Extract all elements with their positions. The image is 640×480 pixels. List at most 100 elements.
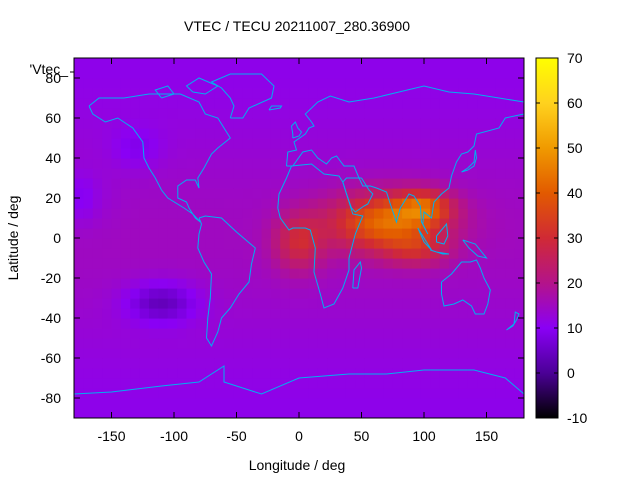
heatmap-cell	[83, 328, 94, 339]
heatmap-cell	[411, 158, 422, 169]
heatmap-cell	[402, 278, 413, 289]
heatmap-cell	[411, 138, 422, 149]
heatmap-cell	[102, 358, 113, 369]
heatmap-cell	[102, 278, 113, 289]
heatmap-cell	[158, 268, 169, 279]
heatmap-cell	[224, 148, 234, 159]
heatmap-cell	[317, 398, 328, 409]
heatmap-cell	[430, 228, 441, 239]
heatmap-cell	[111, 348, 122, 359]
heatmap-cell	[411, 218, 422, 229]
heatmap-cell	[177, 208, 188, 219]
heatmap-cell	[392, 238, 403, 249]
heatmap-cell	[458, 358, 469, 369]
heatmap-cell	[336, 198, 347, 209]
heatmap-cell	[336, 118, 347, 129]
heatmap-cell	[458, 328, 469, 339]
heatmap-cell	[261, 288, 272, 299]
heatmap-cell	[270, 388, 281, 399]
heatmap-cell	[167, 88, 178, 99]
heatmap-cell	[102, 298, 113, 309]
heatmap-cell	[280, 408, 291, 418]
heatmap-cell	[177, 368, 188, 379]
heatmap-cell	[364, 148, 375, 159]
heatmap-cell	[327, 88, 338, 99]
heatmap-cell	[317, 408, 328, 418]
heatmap-cell	[477, 288, 488, 299]
heatmap-cell	[205, 258, 216, 269]
heatmap-cell	[449, 328, 459, 339]
heatmap-cell	[270, 378, 281, 389]
heatmap-cell	[392, 178, 403, 189]
heatmap-cell	[327, 248, 338, 259]
heatmap-cell	[74, 278, 84, 289]
heatmap-cell	[224, 108, 234, 119]
heatmap-cell	[364, 88, 375, 99]
heatmap-cell	[355, 318, 366, 329]
heatmap-cell	[130, 258, 141, 269]
heatmap-cell	[439, 298, 450, 309]
heatmap-cell	[280, 88, 291, 99]
heatmap-cell	[467, 68, 478, 79]
heatmap-cell	[495, 308, 506, 319]
heatmap-cell	[449, 168, 459, 179]
heatmap-cell	[139, 328, 150, 339]
heatmap-cell	[449, 248, 459, 259]
heatmap-cell	[280, 198, 291, 209]
heatmap-cell	[130, 178, 141, 189]
heatmap-cell	[467, 308, 478, 319]
heatmap-cell	[92, 108, 103, 119]
colorbar-tick-label: 10	[567, 320, 583, 336]
heatmap-cell	[214, 188, 225, 199]
heatmap-cell	[308, 348, 319, 359]
heatmap-cell	[383, 238, 394, 249]
heatmap-cell	[345, 88, 356, 99]
heatmap-cell	[130, 298, 141, 309]
heatmap-cell	[111, 258, 122, 269]
heatmap-cell	[317, 88, 328, 99]
heatmap-cell	[467, 78, 478, 89]
heatmap-cell	[477, 178, 488, 189]
heatmap-cell	[505, 138, 516, 149]
heatmap-cell	[477, 188, 488, 199]
heatmap-cell	[242, 368, 253, 379]
heatmap-cell	[495, 288, 506, 299]
heatmap-cell	[430, 98, 441, 109]
heatmap-cell	[149, 138, 159, 149]
heatmap-cell	[158, 198, 169, 209]
heatmap-cell	[327, 338, 338, 349]
heatmap-cell	[411, 368, 422, 379]
heatmap-cell	[439, 348, 450, 359]
heatmap-cell	[345, 258, 356, 269]
heatmap-cell	[411, 228, 422, 239]
heatmap-cell	[495, 148, 506, 159]
heatmap-cell	[402, 238, 413, 249]
heatmap-cell	[364, 238, 375, 249]
heatmap-cell	[261, 248, 272, 259]
heatmap-cell	[120, 58, 131, 69]
heatmap-cell	[289, 378, 300, 389]
heatmap-cell	[411, 98, 422, 109]
heatmap-cell	[280, 98, 291, 109]
heatmap-cell	[467, 328, 478, 339]
heatmap-cell	[280, 268, 291, 279]
heatmap-cell	[130, 208, 141, 219]
heatmap-cell	[83, 178, 94, 189]
heatmap-cell	[317, 138, 328, 149]
heatmap-cell	[402, 138, 413, 149]
heatmap-cell	[289, 268, 300, 279]
heatmap-cell	[439, 68, 450, 79]
heatmap-cell	[411, 168, 422, 179]
heatmap-cell	[74, 178, 84, 189]
heatmap-cell	[139, 118, 150, 129]
heatmap-cell	[130, 348, 141, 359]
heatmap-cell	[439, 188, 450, 199]
heatmap-cell	[195, 68, 206, 79]
heatmap-cell	[355, 128, 366, 139]
heatmap-cell	[327, 58, 338, 69]
heatmap-cell	[130, 118, 141, 129]
heatmap-cell	[514, 218, 524, 229]
heatmap-cell	[402, 188, 413, 199]
heatmap-cell	[139, 148, 150, 159]
heatmap-cell	[261, 78, 272, 89]
